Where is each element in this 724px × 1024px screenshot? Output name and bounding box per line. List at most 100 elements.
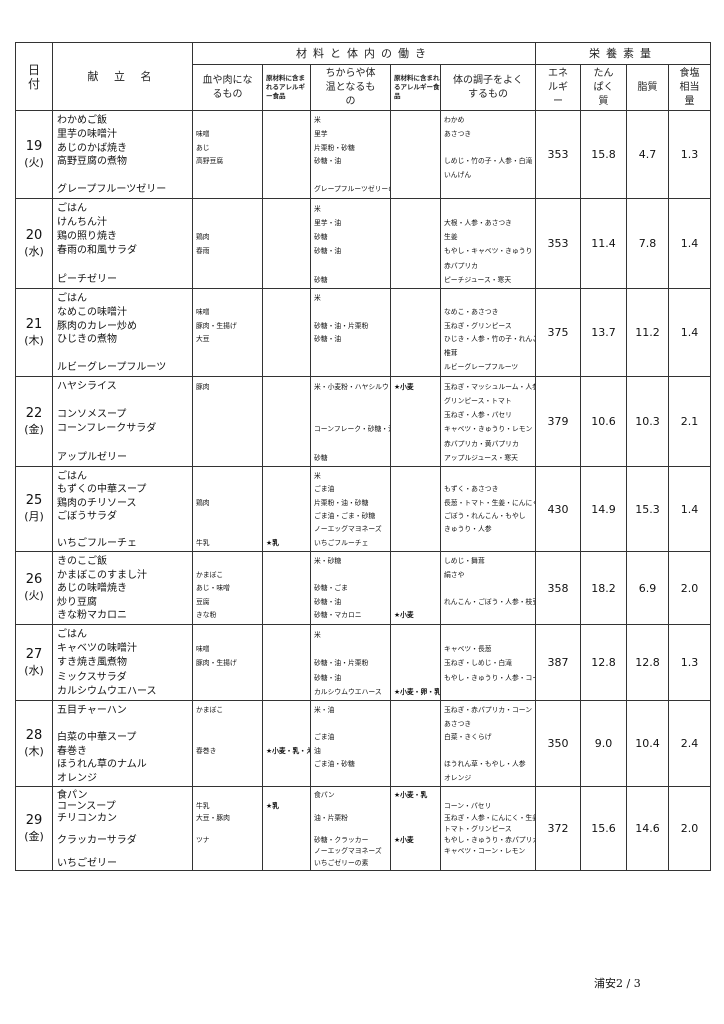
- ingredient-line: 春雨: [196, 247, 210, 256]
- kcal-value: 387: [535, 624, 582, 701]
- menu-item: キャベツの味噌汁: [57, 643, 137, 655]
- allergen-cell: ★小麦: [390, 551, 441, 625]
- ingredient-line: 砂糖・油・片栗粉: [314, 659, 369, 668]
- blood-cell: 味噌 豚肉・生揚げ 大豆: [192, 288, 263, 377]
- menu-item: きのこご飯: [57, 556, 107, 567]
- ingredient-line: [444, 745, 535, 759]
- ingredient-line: 牛乳: [196, 538, 210, 547]
- salt-value: 1.4: [668, 288, 712, 377]
- ingredient-line: [314, 408, 390, 422]
- body-cell: わかめ あさつき しめじ・竹の子・人参・白滝 いんげん: [439, 110, 537, 199]
- kcal-value: 353: [535, 198, 582, 289]
- weekday: (金): [24, 422, 44, 436]
- day: 25: [25, 493, 43, 508]
- ingredient-line: 絹さや: [444, 570, 465, 579]
- ingredient-line: 春巻き: [196, 746, 217, 755]
- menu-item: ひじきの煮物: [57, 334, 117, 346]
- menu-cell: ごはん けんちん汁 鶏の照り焼き 春雨の和風サラダ ピーチゼリー: [52, 198, 193, 289]
- ingredient-line: 大豆: [196, 335, 210, 344]
- day: 27: [25, 646, 43, 662]
- ingredient-line: [444, 202, 535, 216]
- body-cell: キャベツ・長葱 玉ねぎ・しめじ・白滝 もやし・きゅうり・人参・コーン: [439, 624, 537, 701]
- ingredient-line: 牛乳: [196, 802, 210, 811]
- allergen-cell: [262, 288, 311, 377]
- protein-value: 18.2: [580, 551, 628, 625]
- ingredient-line: れんこん・ごぼう・人参・枝豆: [444, 597, 536, 606]
- header-menu: 献 立 名: [52, 42, 193, 111]
- header-body: 体の調子をよくするもの: [439, 64, 537, 111]
- menu-item: ごはん: [57, 203, 87, 214]
- menu-item: 炒り豆腐: [57, 596, 97, 608]
- ingredient-line: キャベツ・コーン・レモン: [444, 847, 526, 856]
- fat-value: 4.7: [626, 110, 670, 199]
- ingredient-line: 砂糖・マカロニ: [314, 611, 362, 620]
- weekday: (水): [24, 244, 44, 258]
- fat-value: 15.3: [626, 466, 670, 552]
- ingredient-line: しめじ・舞茸: [444, 557, 485, 565]
- ingredient-line: 味噌: [196, 129, 210, 138]
- menu-item: [57, 824, 192, 835]
- salt-value: 1.3: [668, 624, 712, 701]
- ingredient-line: [196, 555, 262, 569]
- menu-item: けんちん汁: [57, 217, 107, 229]
- ingredient-line: ★乳: [266, 802, 279, 811]
- salt-value: 1.4: [668, 198, 712, 289]
- ingredient-line: あじ: [196, 143, 210, 152]
- ingredient-line: もやし・キャベツ・きゅうり: [444, 247, 533, 256]
- header-kcal: エネルギー: [535, 64, 582, 111]
- ingredient-line: いんげん: [444, 171, 472, 180]
- allergen-cell: [390, 466, 441, 552]
- ingredient-line: コーン・パセリ: [444, 802, 492, 811]
- ingredient-line: いちごゼリーの素: [314, 858, 369, 867]
- energy-cell: 米ごま油 片栗粉・油・砂糖 ごま油・ごま・砂糖 ノーエッグマヨネーズ いちごフルーチェ: [310, 466, 391, 552]
- ingredient-line: [196, 824, 262, 835]
- menu-item: ごはん: [57, 471, 87, 482]
- ingredient-line: [394, 656, 440, 670]
- ingredient-line: [394, 813, 440, 824]
- allergen-cell: ★乳: [262, 466, 311, 552]
- ingredient-line: [266, 704, 310, 718]
- ingredient-line: [314, 801, 390, 812]
- ingredient-line: いちごフルーチェ: [314, 538, 369, 547]
- blood-cell: かまぼこ あじ・味噌 豆腐 きな粉: [192, 551, 263, 625]
- ingredient-line: [314, 169, 390, 183]
- menu-item: 里芋の味噌汁: [57, 128, 117, 140]
- ingredient-line: ピーチジュース・寒天: [444, 275, 512, 284]
- ingredient-line: [196, 292, 262, 306]
- menu-cell: ごはん もずくの中華スープ 鶏肉のチリソース ごぼうサラダ いちごフルーチェ: [52, 466, 193, 552]
- ingredient-line: [314, 437, 390, 451]
- weekday: (金): [24, 829, 44, 843]
- ingredient-line: [266, 483, 310, 496]
- header-protein: たんぱく質: [580, 64, 628, 111]
- ingredient-line: [394, 628, 440, 642]
- date-cell: 21 (木): [15, 288, 53, 377]
- ingredient-line: [196, 731, 262, 745]
- menu-item: カルシウムウエハース: [57, 685, 157, 697]
- menu-item: コンソメスープ: [57, 409, 127, 421]
- ingredient-line: かまぼこ: [196, 706, 224, 714]
- day: 21: [25, 316, 43, 332]
- table-row: 28 (木) 五目チャーハン 白菜の中華スープ 春巻き ほうれん草のナムル オレンジ かまぼこ…: [15, 700, 712, 787]
- ingredient-line: 砂糖・油: [314, 157, 342, 166]
- menu-item: [57, 718, 192, 732]
- day: 29: [25, 812, 43, 828]
- protein-value: 10.6: [580, 376, 628, 467]
- ingredient-line: [266, 470, 310, 483]
- ingredient-line: ルビーグレープフルーツ: [444, 363, 519, 372]
- ingredient-line: 砂糖・油: [314, 673, 342, 682]
- allergen-cell: [390, 110, 441, 199]
- blood-cell: 牛乳 大豆・豚肉 ツナ: [192, 786, 263, 871]
- weekday: (火): [24, 589, 44, 602]
- ingredient-line: 生姜: [444, 233, 458, 242]
- ingredient-line: [314, 718, 390, 732]
- menu-item: クラッカーサラダ: [57, 835, 137, 847]
- kcal-value: 379: [535, 376, 582, 467]
- header-ingredients-group: 材料と体内の働き: [191, 42, 537, 65]
- ingredient-line: 砂糖・ごま: [314, 584, 348, 593]
- allergen-cell: [262, 376, 311, 467]
- body-cell: なめこ・あさつき玉ねぎ・グリンピースひじき・人参・竹の子・れんこん椎茸ルビーグレ…: [439, 288, 537, 377]
- ingredient-line: [394, 642, 440, 656]
- ingredient-line: 米: [314, 205, 321, 213]
- allergen-cell: ★小麦・乳・えび: [262, 700, 311, 787]
- body-cell: 玉ねぎ・赤パプリカ・コーン あさつき 白菜・きくらげ ほうれん草・もやし・人参 オレンジ: [439, 700, 537, 787]
